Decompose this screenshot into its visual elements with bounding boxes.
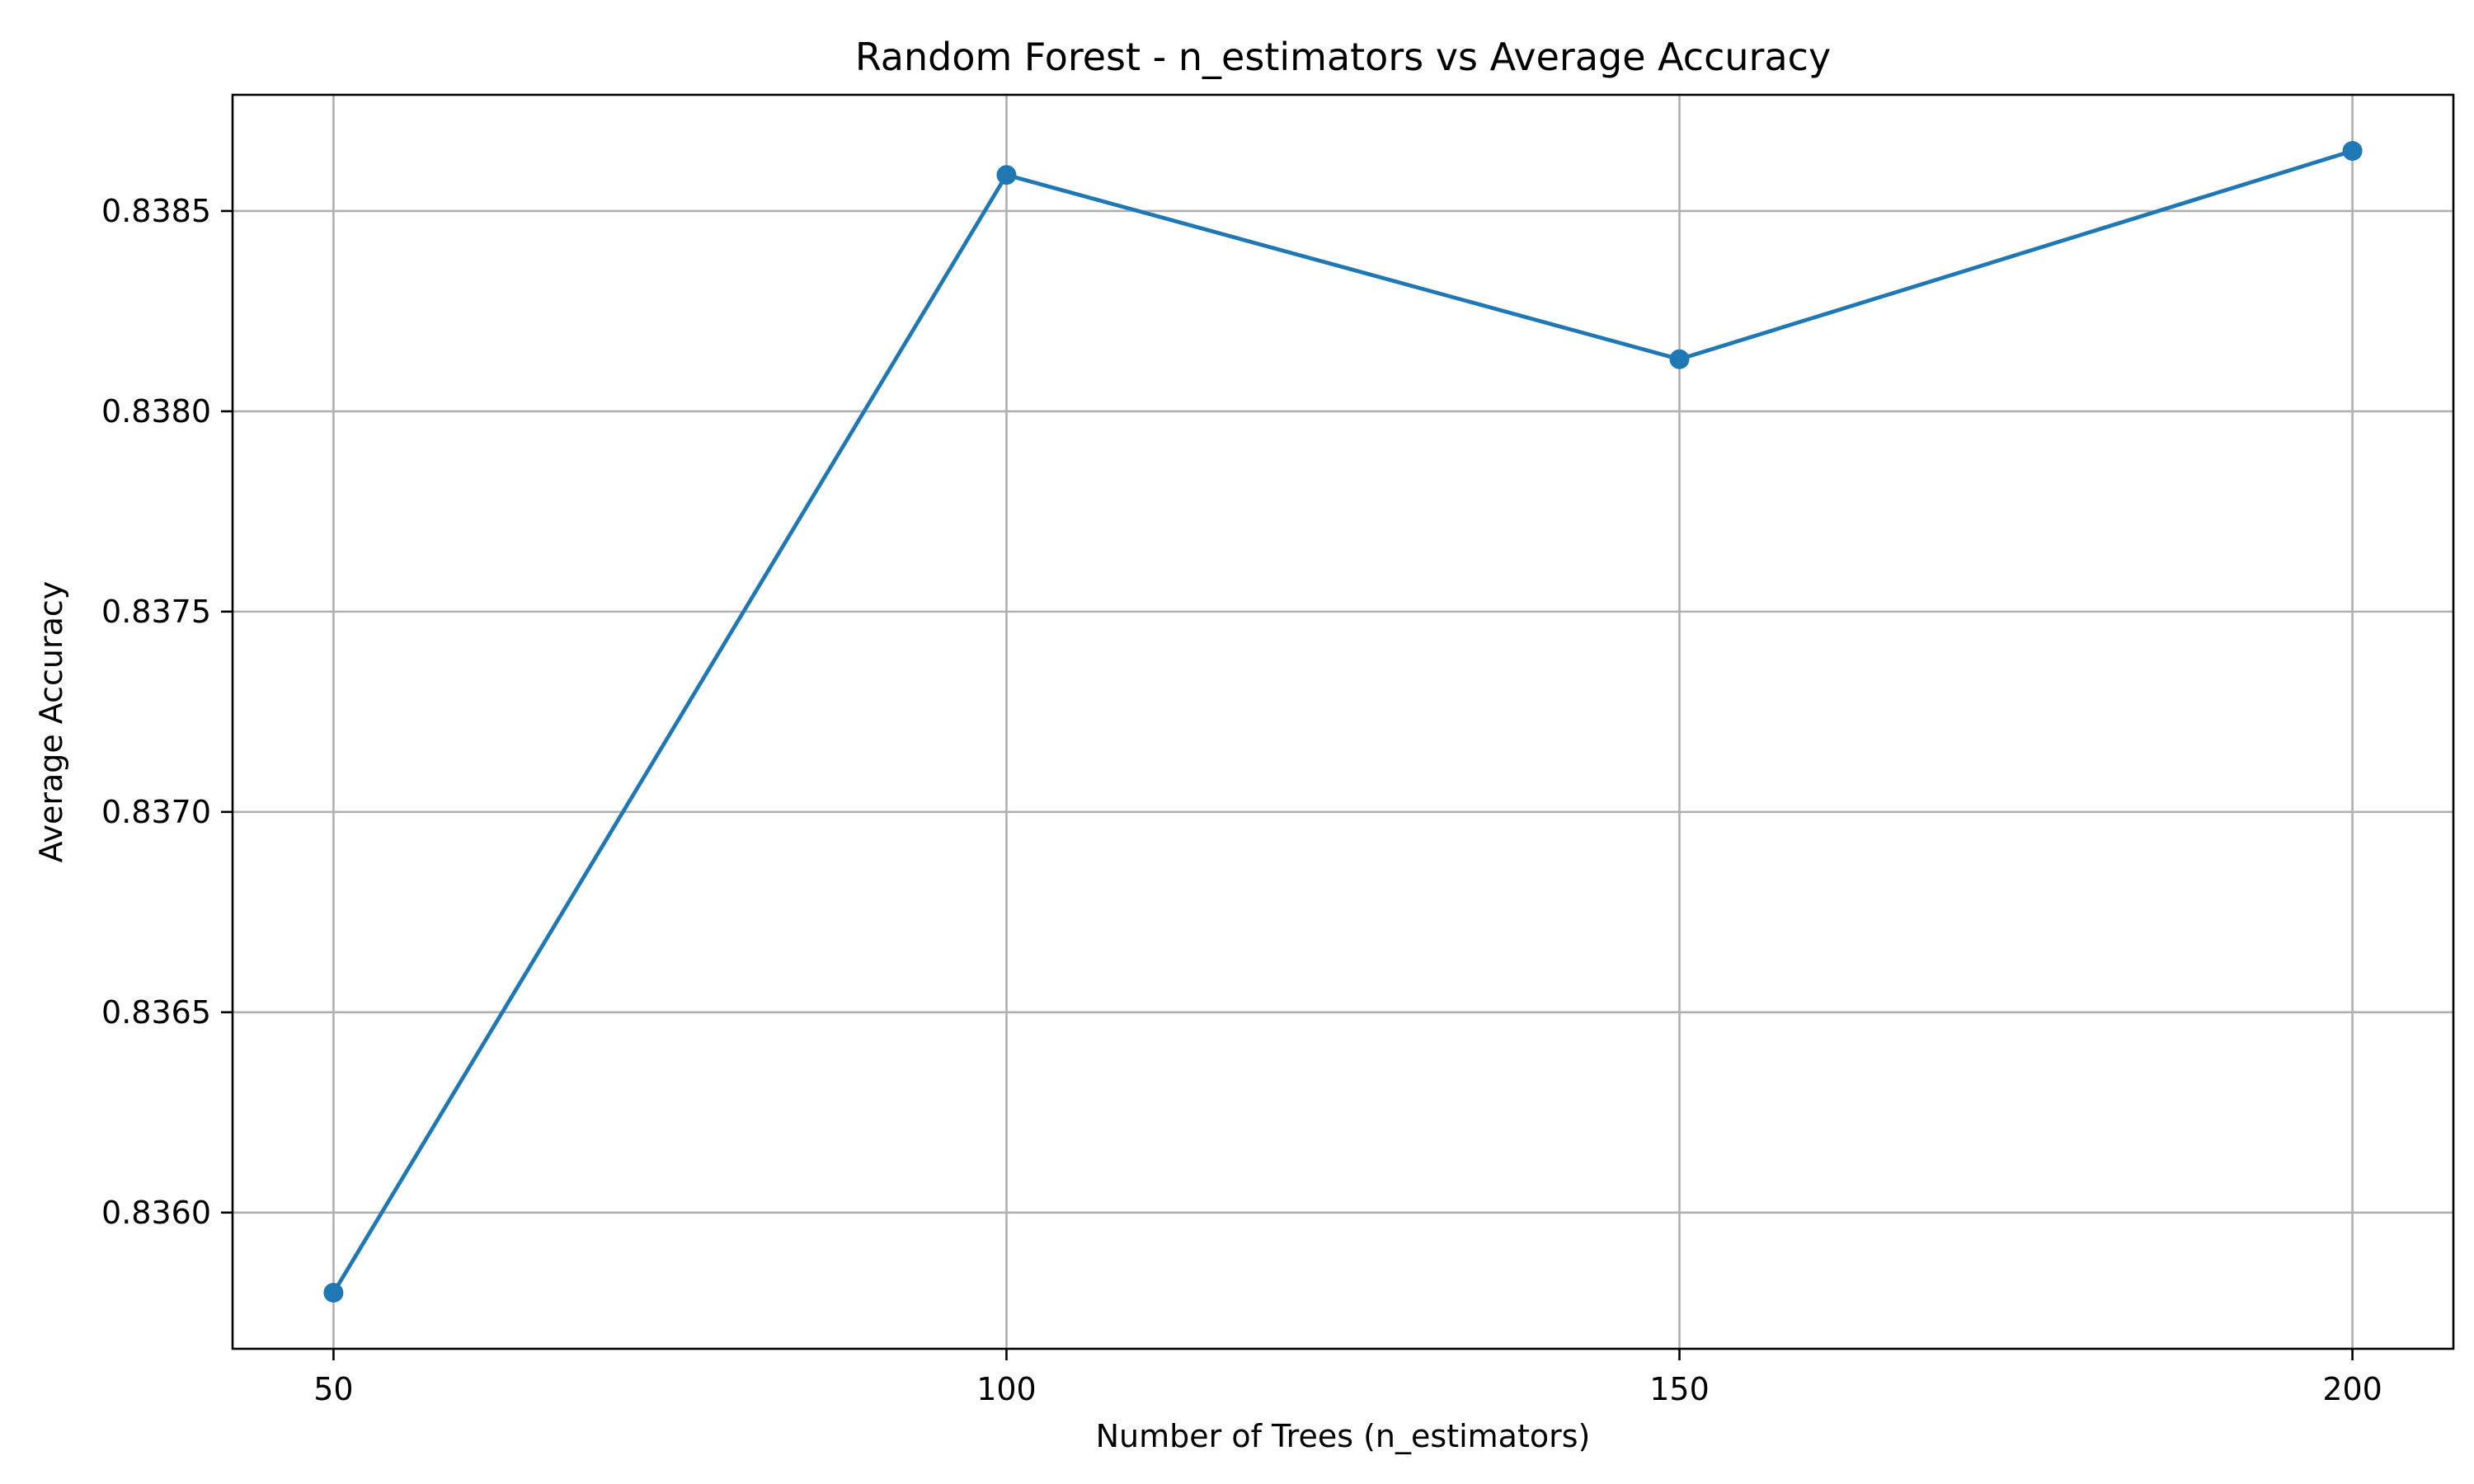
- grid-layer: [233, 95, 2453, 1349]
- axes-frame: [231, 93, 2455, 1350]
- y-tick-label: 0.8380: [101, 393, 211, 430]
- chart-title: Random Forest - n_estimators vs Average …: [855, 35, 1831, 79]
- ticks-layer: 50 100 150 200 0.8360 0.8365 0.8370 0.8375 0.838…: [101, 193, 2382, 1407]
- series-line: [332, 148, 2354, 1295]
- y-tick-label: 0.8385: [101, 193, 211, 229]
- y-axis-label: Average Accuracy: [33, 581, 69, 863]
- data-point: [996, 165, 1017, 186]
- x-axis-label: Number of Trees (n_estimators): [1096, 1418, 1591, 1454]
- data-point: [2342, 141, 2363, 162]
- y-tick-label: 0.8370: [101, 794, 211, 830]
- data-point: [323, 1282, 344, 1303]
- data-point: [1669, 349, 1690, 369]
- series-layer: [323, 141, 2363, 1303]
- x-tick-label: 150: [1649, 1371, 1710, 1407]
- y-tick-label: 0.8375: [101, 594, 211, 630]
- y-tick-label: 0.8360: [101, 1195, 211, 1231]
- x-tick-label: 50: [313, 1371, 353, 1407]
- x-tick-label: 100: [976, 1371, 1037, 1407]
- x-tick-label: 200: [2322, 1371, 2382, 1407]
- y-tick-label: 0.8365: [101, 994, 211, 1031]
